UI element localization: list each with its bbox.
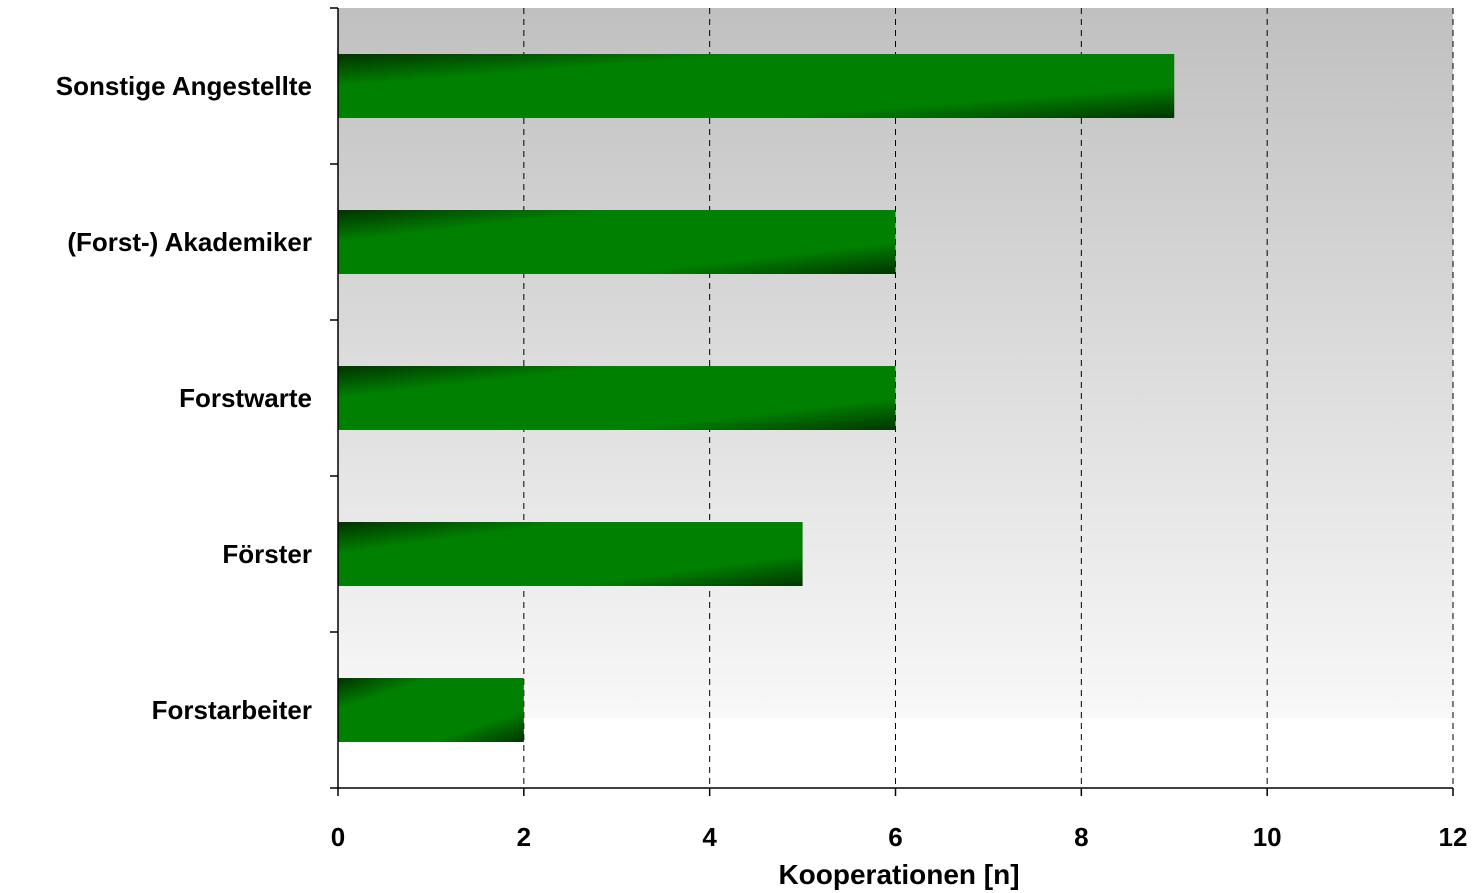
category-label: Sonstige Angestellte	[56, 71, 312, 101]
x-tick-label: 8	[1074, 822, 1088, 852]
bars	[338, 54, 1175, 742]
bar	[338, 522, 803, 586]
bar	[338, 366, 896, 430]
x-tick-label: 4	[702, 822, 717, 852]
category-labels: Sonstige Angestellte (Forst-) Akademiker F…	[56, 71, 312, 725]
x-tick-label: 12	[1439, 822, 1468, 852]
x-axis-title: Kooperationen [n]	[778, 859, 1019, 890]
x-tick-label: 2	[517, 822, 531, 852]
category-label: (Forst-) Akademiker	[67, 227, 312, 257]
category-label: Forstwarte	[179, 383, 312, 413]
axes	[330, 7, 1454, 796]
tick-labels: 0 2 4 6 8 10 12	[331, 822, 1468, 852]
category-label: Forstarbeiter	[152, 695, 312, 725]
x-tick-label: 0	[331, 822, 345, 852]
bar	[338, 54, 1175, 118]
x-tick-label: 10	[1253, 822, 1282, 852]
category-label: Förster	[222, 539, 312, 569]
bar	[338, 210, 896, 274]
bar	[338, 678, 524, 742]
x-tick-label: 6	[888, 822, 902, 852]
